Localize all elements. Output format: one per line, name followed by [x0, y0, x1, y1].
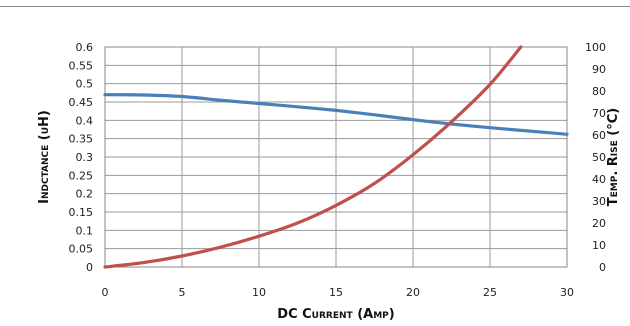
y-tick-label: 0.45 — [69, 96, 94, 109]
temp-rise-series-line — [103, 45, 523, 269]
y-tick-label: 0.35 — [69, 133, 94, 146]
y2-tick-label: 30 — [592, 195, 606, 208]
x-tick-label: 5 — [179, 286, 186, 299]
left-axis-title: Indctance (uH) — [37, 110, 52, 204]
x-tick-label: 30 — [560, 286, 574, 299]
tick-labels: 0 5 10 15 20 25 30 0 0.05 0.1 0.15 0.2 0.25 0.3 0.35 0.… — [69, 41, 607, 299]
inductance-series-line — [103, 93, 569, 136]
y-tick-label: 0.2 — [76, 188, 94, 201]
x-tick-label: 25 — [483, 286, 497, 299]
y-tick-label: 0.1 — [76, 224, 94, 237]
y2-tick-label: 70 — [592, 107, 606, 120]
x-tick-label: 10 — [252, 286, 266, 299]
y2-tick-label: 100 — [585, 41, 606, 54]
y-tick-label: 0.55 — [69, 59, 94, 72]
x-tick-label: 15 — [329, 286, 343, 299]
y-tick-label: 0.4 — [76, 114, 94, 127]
y2-tick-label: 20 — [592, 217, 606, 230]
y-tick-label: 0.05 — [69, 243, 94, 256]
x-tick-label: 0 — [102, 286, 109, 299]
y2-tick-label: 10 — [592, 239, 606, 252]
x-tick-label: 20 — [406, 286, 420, 299]
y-tick-label: 0.6 — [76, 41, 94, 54]
y2-tick-label: 60 — [592, 129, 606, 142]
y2-tick-label: 50 — [592, 151, 606, 164]
y-tick-label: 0.5 — [76, 78, 94, 91]
series-layer — [103, 45, 569, 269]
top-rule — [0, 6, 630, 7]
y-tick-label: 0 — [86, 261, 93, 274]
y-tick-label: 0.25 — [69, 169, 94, 182]
gridlines — [104, 46, 568, 268]
x-axis-title: DC Current (Amp) — [277, 307, 394, 322]
plot-frame — [104, 46, 568, 268]
y2-tick-label: 90 — [592, 63, 606, 76]
y-tick-label: 0.15 — [69, 206, 94, 219]
y2-tick-label: 0 — [599, 261, 606, 274]
y2-tick-label: 80 — [592, 85, 606, 98]
y-tick-label: 0.3 — [76, 151, 94, 164]
right-axis-title: Temp. Rise (°C) — [606, 108, 621, 206]
y2-tick-label: 40 — [592, 173, 606, 186]
